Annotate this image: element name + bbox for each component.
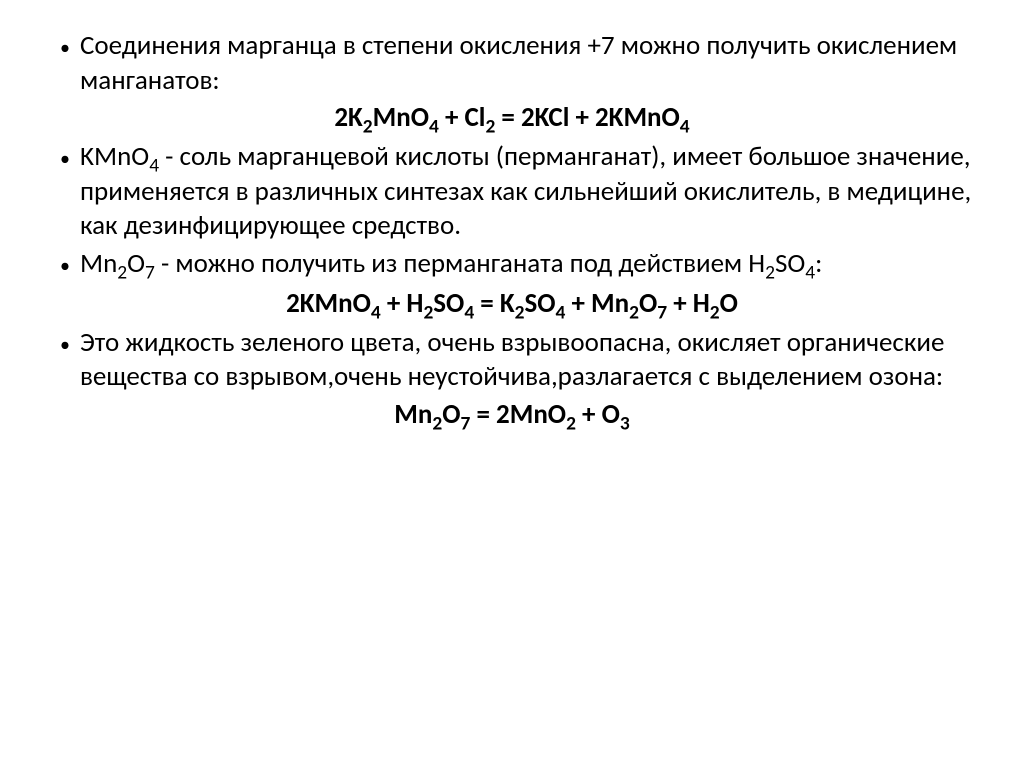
bullet-list: • Соединения марганца в степени окислени… [50,28,974,432]
slide-content: • Соединения марганца в степени окислени… [0,0,1024,456]
bullet-text: Это жидкость зеленого цвета, очень взрыв… [80,325,974,395]
bullet-text: Mn2O7 - можно получить из перманганата п… [80,246,974,282]
bullet-text: Соединения марганца в степени окисления … [80,28,974,98]
bullet-text: KMnO4 - соль марганцевой кислоты (перман… [80,139,974,244]
list-item: • Это жидкость зеленого цвета, очень взр… [50,325,974,395]
chemical-formula: Mn2O7 = 2MnO2 + O3 [50,397,974,432]
bullet-icon: • [50,139,80,177]
chemical-formula: 2KMnO4 + H2SO4 = K2SO4 + Mn2O7 + H2O [50,286,974,321]
bullet-icon: • [50,28,80,66]
bullet-icon: • [50,325,80,363]
chemical-formula: 2K2MnO4 + Cl2 = 2KCl + 2KMnO4 [50,100,974,135]
list-item: • Mn2O7 - можно получить из перманганата… [50,246,974,284]
bullet-icon: • [50,246,80,284]
list-item: • Соединения марганца в степени окислени… [50,28,974,98]
list-item: • KMnO4 - соль марганцевой кислоты (перм… [50,139,974,244]
